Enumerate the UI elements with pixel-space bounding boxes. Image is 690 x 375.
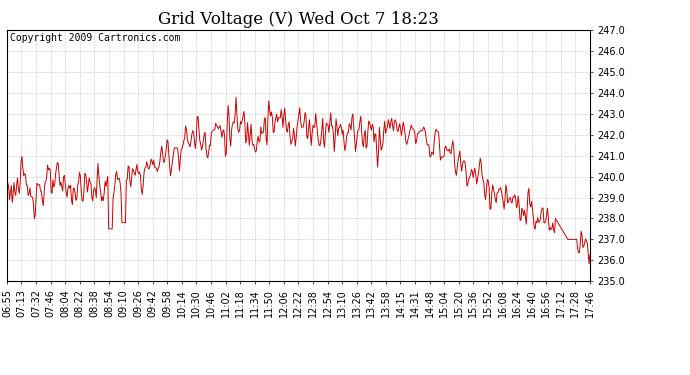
Text: Copyright 2009 Cartronics.com: Copyright 2009 Cartronics.com [10,33,180,42]
Title: Grid Voltage (V) Wed Oct 7 18:23: Grid Voltage (V) Wed Oct 7 18:23 [158,12,439,28]
